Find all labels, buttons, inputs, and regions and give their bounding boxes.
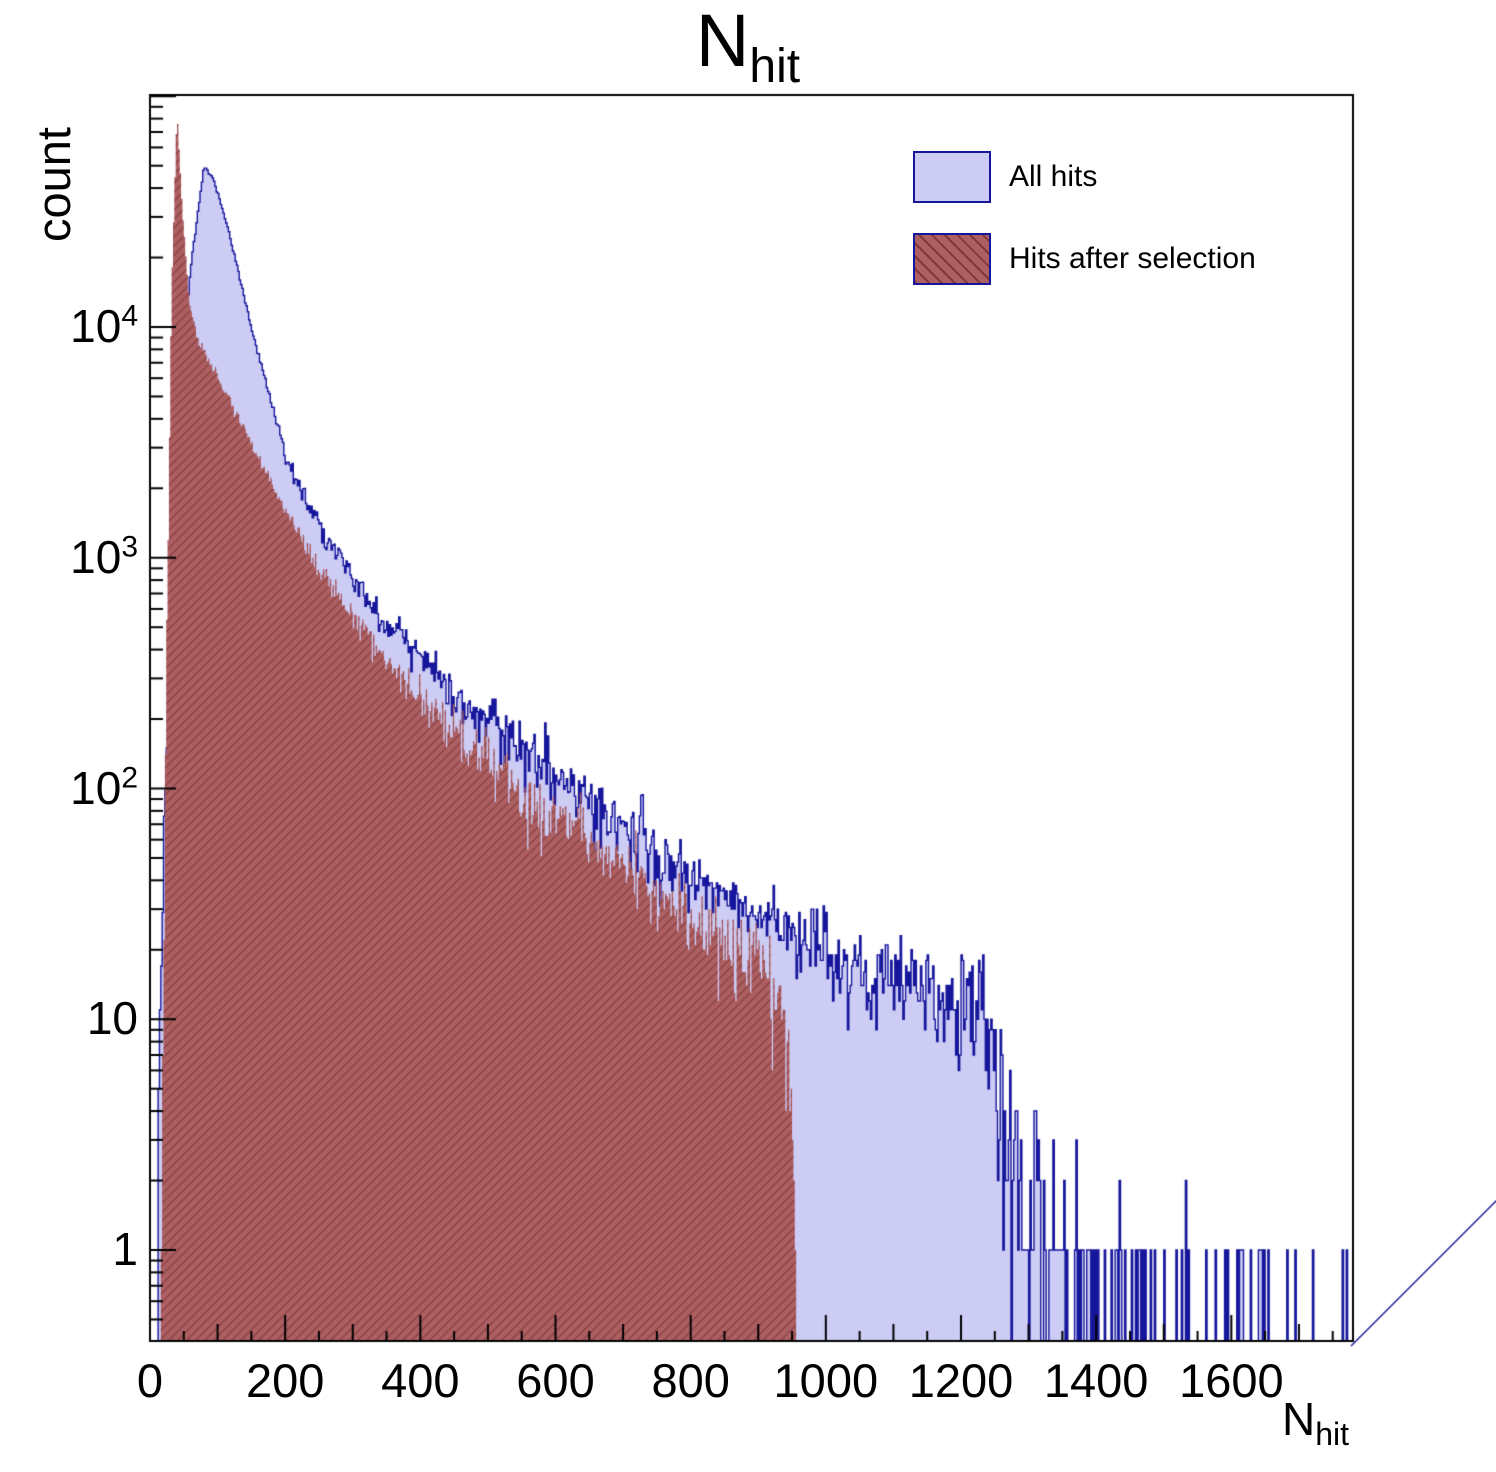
x-axis-title-base: N: [1282, 1393, 1316, 1445]
y-tick-label: 1: [112, 1222, 138, 1275]
x-axis-title: Nhit: [1282, 1392, 1349, 1453]
legend-entry-hits-after-selection: Hits after selection: [913, 232, 1256, 286]
x-tick-label: 600: [516, 1354, 595, 1407]
x-axis-title-subscript: hit: [1315, 1416, 1350, 1453]
legend: All hits Hits after selection: [913, 150, 1256, 314]
x-tick-label: 0: [136, 1354, 164, 1407]
x-tick-label: 1000: [773, 1354, 879, 1407]
y-axis-title: count: [27, 127, 80, 242]
x-tick-label: 400: [381, 1354, 460, 1407]
y-tick-label: 103: [70, 530, 138, 583]
legend-label-all-hits: All hits: [1009, 160, 1098, 193]
legend-entry-all-hits: All hits: [913, 150, 1256, 204]
chart-title-subscript: hit: [749, 39, 801, 93]
x-tick-label: 1200: [908, 1354, 1014, 1407]
legend-label-hits-after-selection: Hits after selection: [1009, 242, 1256, 275]
x-tick-label: 800: [651, 1354, 730, 1407]
chart-title-base: N: [695, 0, 750, 82]
legend-swatch-all-hits: [913, 151, 991, 203]
legend-swatch-hits-after-selection: [913, 233, 991, 285]
y-tick-label: 10: [86, 992, 138, 1045]
x-tick-label: 1400: [1043, 1354, 1149, 1407]
y-tick-label: 102: [70, 761, 138, 814]
chart-title: Nhit: [0, 4, 1496, 91]
y-tick-label: 104: [70, 299, 138, 352]
x-tick-label: 200: [245, 1354, 325, 1407]
x-tick-label: 1600: [1179, 1354, 1284, 1407]
